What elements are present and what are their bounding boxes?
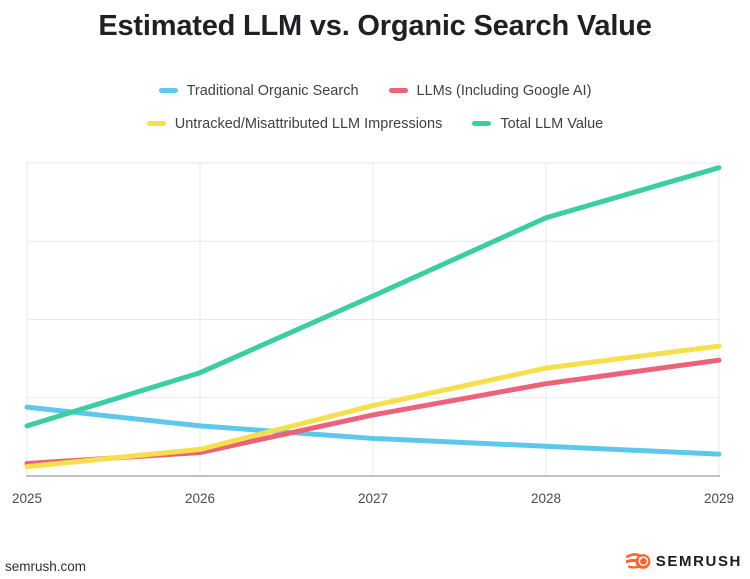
- logo-flame-stroke: [625, 558, 638, 564]
- brand-wordmark: SEMRUSH: [655, 553, 742, 570]
- legend-label: Untracked/Misattributed LLM Impressions: [174, 115, 443, 132]
- series-line-total-llm-value: [24, 165, 722, 429]
- legend-item-untracked-misattributed-llm-impressions: Untracked/Misattributed LLM Impressions: [146, 115, 443, 132]
- page-title: Estimated LLM vs. Organic Search Value: [98, 10, 652, 42]
- legend-swatch-llms-including-google-ai: [388, 88, 408, 93]
- logo-flame-stroke: [625, 553, 641, 558]
- x-tick-label: 2025: [12, 491, 42, 506]
- series-line-untracked-misattributed-llm-impressions: [24, 343, 722, 470]
- legend-label: LLMs (Including Google AI): [416, 82, 592, 99]
- legend-swatch-traditional-organic-search: [158, 88, 178, 93]
- legend-item-total-llm-value: Total LLM Value: [472, 116, 603, 132]
- legend-swatch-total-llm-value: [472, 121, 492, 126]
- legend: Traditional Organic Search LLMs (Includi…: [0, 74, 750, 140]
- x-tick-label: 2029: [704, 491, 734, 506]
- legend-item-traditional-organic-search: Traditional Organic Search: [158, 82, 359, 99]
- x-tick-label: 2027: [358, 491, 388, 506]
- logo-flame-stroke: [627, 565, 640, 569]
- semrush-logo-icon: [625, 553, 651, 569]
- brand-lockup: SEMRUSH: [625, 551, 742, 572]
- legend-label: Traditional Organic Search: [186, 82, 359, 99]
- legend-row-1: Traditional Organic Search LLMs (Includi…: [0, 74, 750, 107]
- x-tick-label: 2028: [531, 491, 561, 506]
- x-tick-label: 2026: [185, 491, 215, 506]
- legend-item-llms-including-google-ai: LLMs (Including Google AI): [388, 82, 592, 99]
- legend-row-2: Untracked/Misattributed LLM Impressions …: [0, 107, 750, 140]
- legend-label: Total LLM Value: [500, 115, 604, 132]
- footer-site-url: semrush.com: [5, 559, 87, 574]
- legend-swatch-untracked-misattributed-llm-impressions: [146, 121, 166, 126]
- series-line-traditional-organic-search: [24, 404, 722, 457]
